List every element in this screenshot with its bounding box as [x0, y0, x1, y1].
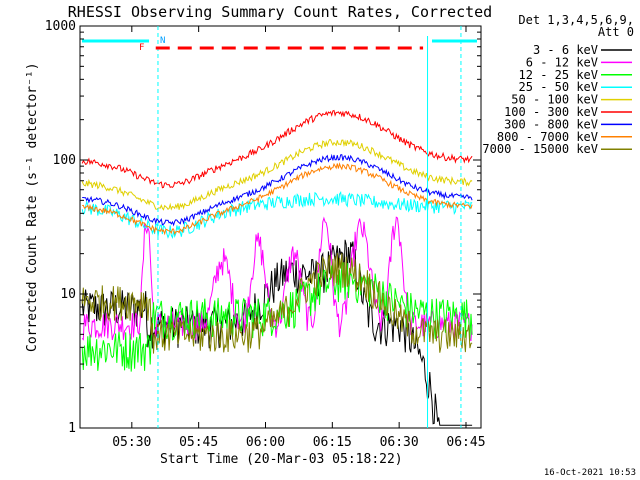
series-line-1 [81, 239, 473, 426]
chart-title: RHESSI Observing Summary Count Rates, Co… [68, 3, 492, 21]
x-axis-label: Start Time (20-Mar-03 05:18:22) [160, 452, 403, 467]
legend-label-9: 7000 - 15000 keV [482, 142, 598, 156]
plot-frame [79, 25, 482, 429]
y-axis-label: Corrected Count Rate (s⁻¹ detector⁻¹) [25, 62, 40, 352]
series-line-4 [81, 190, 473, 240]
y-tick-label-1: 10 [60, 287, 76, 302]
x-tick-label-0: 05:30 [112, 435, 151, 450]
y-tick-label-0: 1 [68, 421, 76, 436]
legend-label-6: 100 - 300 keV [504, 105, 598, 119]
legend-label-5: 50 - 100 keV [511, 93, 598, 107]
flag-n-label: N [160, 36, 165, 46]
timestamp: 16-Oct-2021 10:53 [544, 468, 636, 478]
y-tick-label-3: 1000 [45, 19, 76, 34]
x-tick-label-4: 06:30 [380, 435, 419, 450]
x-tick-label-5: 06:45 [446, 435, 485, 450]
legend-label-8: 800 - 7000 keV [497, 130, 598, 144]
series-line-7 [82, 153, 473, 227]
legend-label-3: 12 - 25 keV [519, 68, 598, 82]
series-line-3 [81, 262, 473, 372]
series-line-8 [82, 162, 473, 236]
series-layer [81, 109, 473, 426]
legend-label-4: 25 - 50 keV [519, 80, 598, 94]
series-line-5 [81, 139, 473, 211]
x-tick-label-1: 05:45 [179, 435, 218, 450]
legend-label-1: 3 - 6 keV [533, 43, 598, 57]
series-line-6 [81, 109, 473, 189]
legend-label-2: 6 - 12 keV [526, 55, 598, 69]
legend-header-line-2: Att 0 [598, 25, 634, 39]
x-tick-label-2: 06:00 [246, 435, 285, 450]
plot-area [79, 25, 482, 429]
y-tick-label-2: 100 [53, 153, 76, 168]
axis-layer: 05:30 05:45 06:00 06:15 06:30 06:45 1 10 100 1000 [45, 19, 486, 450]
overlay-layer: FN [82, 26, 477, 428]
legend-label-7: 300 - 800 keV [504, 117, 598, 131]
x-tick-label-3: 06:15 [313, 435, 352, 450]
series-line-9 [81, 252, 473, 354]
legend-header-line-1: Det 1,3,4,5,6,9, [518, 13, 634, 27]
flag-f-label: F [139, 43, 144, 53]
